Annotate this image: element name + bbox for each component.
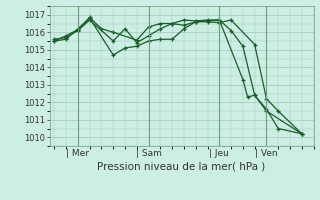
X-axis label: Pression niveau de la mer( hPa ): Pression niveau de la mer( hPa ) (98, 162, 266, 172)
